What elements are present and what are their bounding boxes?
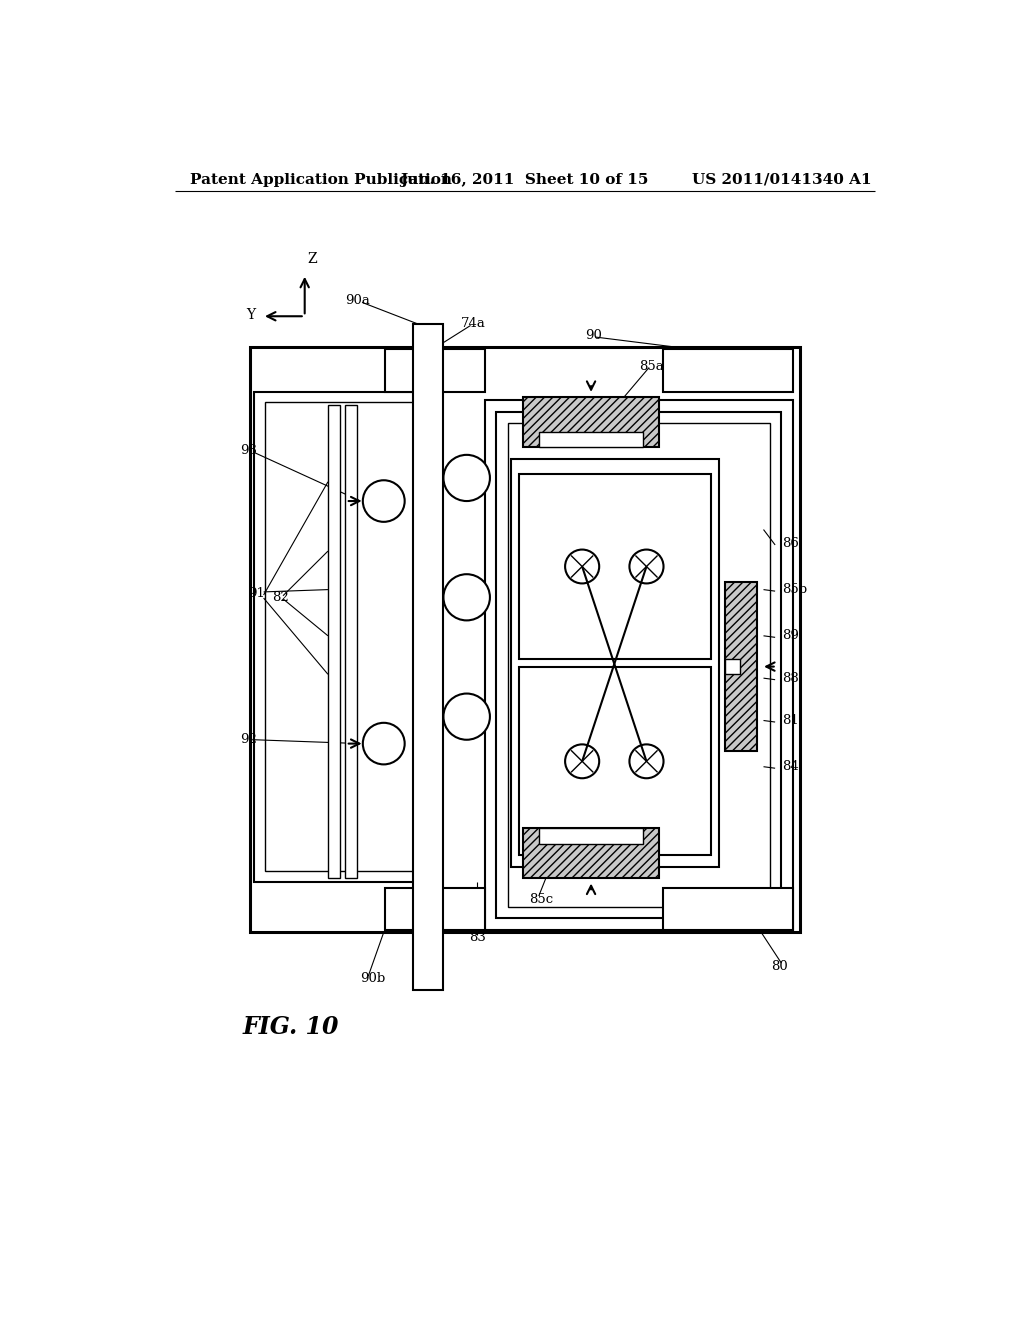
- Bar: [345, 405, 357, 878]
- Bar: [663, 887, 793, 929]
- Circle shape: [630, 549, 664, 583]
- Circle shape: [362, 723, 404, 764]
- Bar: [254, 392, 432, 882]
- Bar: [518, 667, 711, 855]
- Bar: [496, 412, 781, 919]
- Bar: [518, 474, 711, 659]
- Text: 83: 83: [469, 931, 485, 944]
- Text: Y: Y: [246, 308, 255, 322]
- Bar: [385, 350, 484, 392]
- Text: 85c: 85c: [529, 892, 554, 906]
- Circle shape: [443, 455, 489, 502]
- Bar: [250, 347, 800, 932]
- Bar: [414, 323, 442, 990]
- Bar: [484, 400, 793, 929]
- Text: 93: 93: [241, 445, 257, 458]
- Circle shape: [443, 574, 489, 620]
- Bar: [511, 459, 719, 867]
- Text: 74a: 74a: [461, 317, 486, 330]
- Bar: [328, 405, 340, 878]
- Bar: [539, 829, 643, 843]
- Bar: [663, 350, 793, 392]
- Bar: [265, 403, 421, 871]
- Bar: [539, 432, 643, 447]
- Text: US 2011/0141340 A1: US 2011/0141340 A1: [692, 173, 872, 187]
- Text: 89: 89: [782, 630, 799, 643]
- Bar: [508, 424, 770, 907]
- Text: Patent Application Publication: Patent Application Publication: [190, 173, 452, 187]
- Text: 84: 84: [782, 760, 799, 774]
- Text: FIG. 10: FIG. 10: [243, 1015, 339, 1039]
- Text: 90b: 90b: [360, 972, 386, 985]
- Text: Jun. 16, 2011  Sheet 10 of 15: Jun. 16, 2011 Sheet 10 of 15: [400, 173, 649, 187]
- Bar: [725, 659, 740, 675]
- Text: 82: 82: [272, 591, 289, 603]
- Bar: [725, 582, 758, 751]
- Text: 90a: 90a: [345, 294, 370, 308]
- Text: Z: Z: [308, 252, 317, 267]
- Text: 90: 90: [586, 329, 602, 342]
- Circle shape: [630, 744, 664, 779]
- Text: 91: 91: [248, 587, 265, 601]
- Circle shape: [362, 480, 404, 521]
- Bar: [523, 397, 658, 447]
- Circle shape: [443, 693, 489, 739]
- Circle shape: [565, 549, 599, 583]
- Text: 86: 86: [782, 537, 799, 550]
- Text: 80: 80: [771, 961, 788, 973]
- Circle shape: [565, 744, 599, 779]
- Text: 85a: 85a: [640, 360, 665, 372]
- Bar: [523, 829, 658, 878]
- Text: 92: 92: [241, 733, 257, 746]
- Bar: [385, 887, 484, 929]
- Text: 85b: 85b: [782, 583, 807, 597]
- Text: 81: 81: [782, 714, 799, 727]
- Text: 88: 88: [782, 672, 799, 685]
